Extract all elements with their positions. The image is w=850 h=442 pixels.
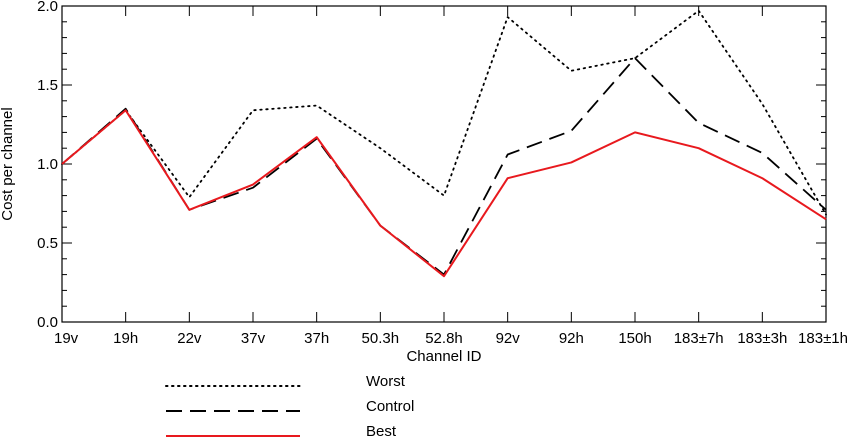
series-line-worst [61, 9, 827, 216]
legend: Worst Control Best [165, 373, 414, 440]
x-tick-label: 19v [54, 330, 79, 347]
y-tick-label: 0.0 [37, 314, 58, 331]
x-tick-label: 19h [113, 330, 138, 347]
x-axis-label: Channel ID [406, 348, 481, 365]
series-line-best [61, 109, 827, 278]
x-tick-label: 37h [304, 330, 329, 347]
x-tick-label: 37v [241, 330, 266, 347]
x-tick-label: 50.3h [362, 330, 400, 347]
legend-label-best: Best [366, 423, 397, 440]
x-tick-label: 183±1h [798, 330, 848, 347]
x-axis-ticks: 19v 19h 22v 37v 37h 50.3h 52.8h 92v 92h 150h 183±7… [54, 6, 848, 347]
x-tick-label: 52.8h [425, 330, 463, 347]
x-tick-label: 92h [559, 330, 584, 347]
series-lines [61, 9, 827, 278]
x-tick-label: 183±7h [674, 330, 724, 347]
y-tick-label: 1.0 [37, 156, 58, 173]
series-line-control [61, 57, 827, 276]
y-tick-label: 2.0 [37, 0, 58, 15]
y-axis-label: Cost per channel [0, 107, 16, 220]
y-axis-ticks: 0.0 0.5 1.0 1.5 2.0 [37, 0, 826, 331]
legend-label-worst: Worst [366, 373, 406, 390]
x-tick-label: 150h [618, 330, 651, 347]
x-tick-label: 92v [496, 330, 521, 347]
legend-label-control: Control [366, 398, 414, 415]
y-tick-label: 1.5 [37, 77, 58, 94]
y-tick-label: 0.5 [37, 235, 58, 252]
x-tick-label: 22v [177, 330, 202, 347]
x-tick-label: 183±3h [737, 330, 787, 347]
